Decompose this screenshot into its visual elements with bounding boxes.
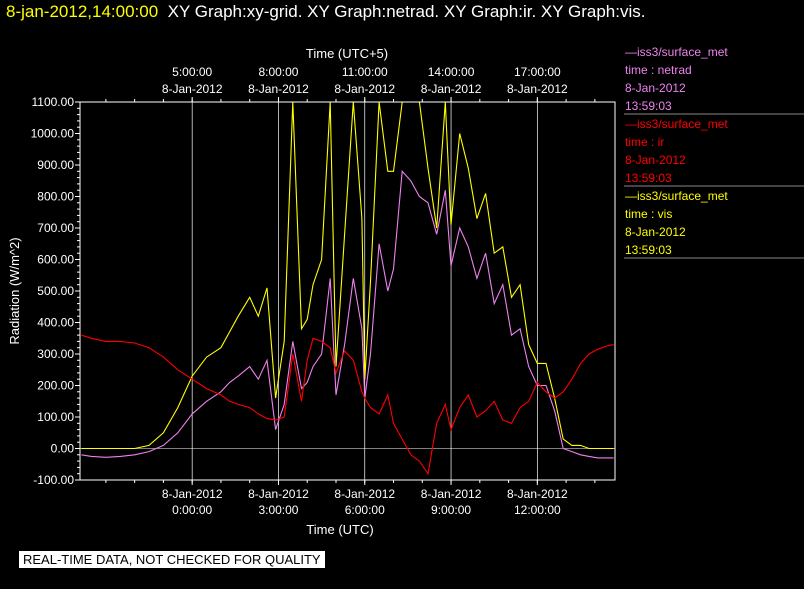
x-tick-label-time: 0:00:00 [172,503,212,517]
y-tick-label: 200.00 [37,379,74,393]
x-tick-label-time: 12:00:00 [514,503,561,517]
y-tick-label: 1100.00 [32,95,75,109]
legend-entry-text: time : ir [625,135,664,149]
series-layer [81,102,614,476]
y-tick-label: 1000.00 [31,127,75,141]
y-tick-label: 900.00 [37,158,74,172]
x-tick-label-date: 8-Jan-2012 [507,487,568,501]
x2-tick-label-time: 11:00:00 [342,65,388,79]
x-tick-label-date: 8-Jan-2012 [248,487,309,501]
x-tick-label-date: 8-Jan-2012 [421,487,482,501]
series-line-timeir [81,334,614,476]
legend-entry-text: 13:59:03 [625,99,672,113]
y-tick-label: 500.00 [37,284,74,298]
legend-entry-text: 8-Jan-2012 [625,153,686,167]
y-tick-label: -100.00 [33,473,74,487]
legend-entry-text: 8-Jan-2012 [625,81,686,95]
x2-tick-label-time: 14:00:00 [428,65,475,79]
legend-entry-text: 13:59:03 [625,243,672,257]
top-axis-title: Time (UTC+5) [306,46,388,61]
x2-tick-label-date: 8-Jan-2012 [162,82,223,96]
y-tick-label: 300.00 [37,347,74,361]
x2-tick-label-time: 5:00:00 [172,65,212,79]
series-line-timevis [81,102,614,450]
x-tick-label-date: 8-Jan-2012 [162,487,223,501]
x-tick-label-time: 3:00:00 [258,503,298,517]
y-tick-label: 700.00 [37,221,74,235]
x2-tick-label-time: 17:00:00 [514,65,561,79]
x-tick-label-time: 6:00:00 [345,503,385,517]
legend-entry-text: time : vis [625,207,672,221]
x2-tick-label-date: 8-Jan-2012 [248,82,309,96]
legend-entry-text: —iss3/surface_met [625,45,728,59]
y-tick-label: 400.00 [37,316,74,330]
y-axis-title: Radiation (W/m^2) [7,237,22,344]
x-tick-label-date: 8-Jan-2012 [334,487,395,501]
y-tick-label: 0.00 [51,442,75,456]
chart-title-bar: 8-jan-2012,14:00:00 XY Graph:xy-grid. XY… [6,2,645,22]
grid-layer [80,102,615,480]
x2-tick-label-date: 8-Jan-2012 [507,82,568,96]
quality-notice: REAL-TIME DATA, NOT CHECKED FOR QUALITY [19,551,325,568]
x2-tick-label-date: 8-Jan-2012 [421,82,482,96]
legend-entry-text: —iss3/surface_met [625,189,728,203]
x-axis-title: Time (UTC) [306,522,373,537]
legend-entry-text: —iss3/surface_met [625,117,728,131]
legend-entry-text: 13:59:03 [625,171,672,185]
series-line-timenetrad [81,169,614,459]
legend-entry-text: time : netrad [625,63,692,77]
y-tick-label: 100.00 [37,410,74,424]
legend-entry-text: 8-Jan-2012 [625,225,686,239]
x-tick-label-time: 9:00:00 [431,503,471,517]
y-tick-label: 600.00 [37,253,74,267]
x2-tick-label-time: 8:00:00 [258,65,298,79]
x2-tick-label-date: 8-Jan-2012 [334,82,395,96]
y-tick-label: 800.00 [37,190,74,204]
axes-layer: 8-Jan-2012 0:00:00 5:00:00 8-Jan-2012 8-Jan-… [31,65,616,517]
timestamp-label: 8-jan-2012,14:00:00 [6,2,159,21]
graph-list-label: XY Graph:xy-grid. XY Graph:netrad. XY Gr… [167,2,646,21]
plot-frame [79,101,616,481]
